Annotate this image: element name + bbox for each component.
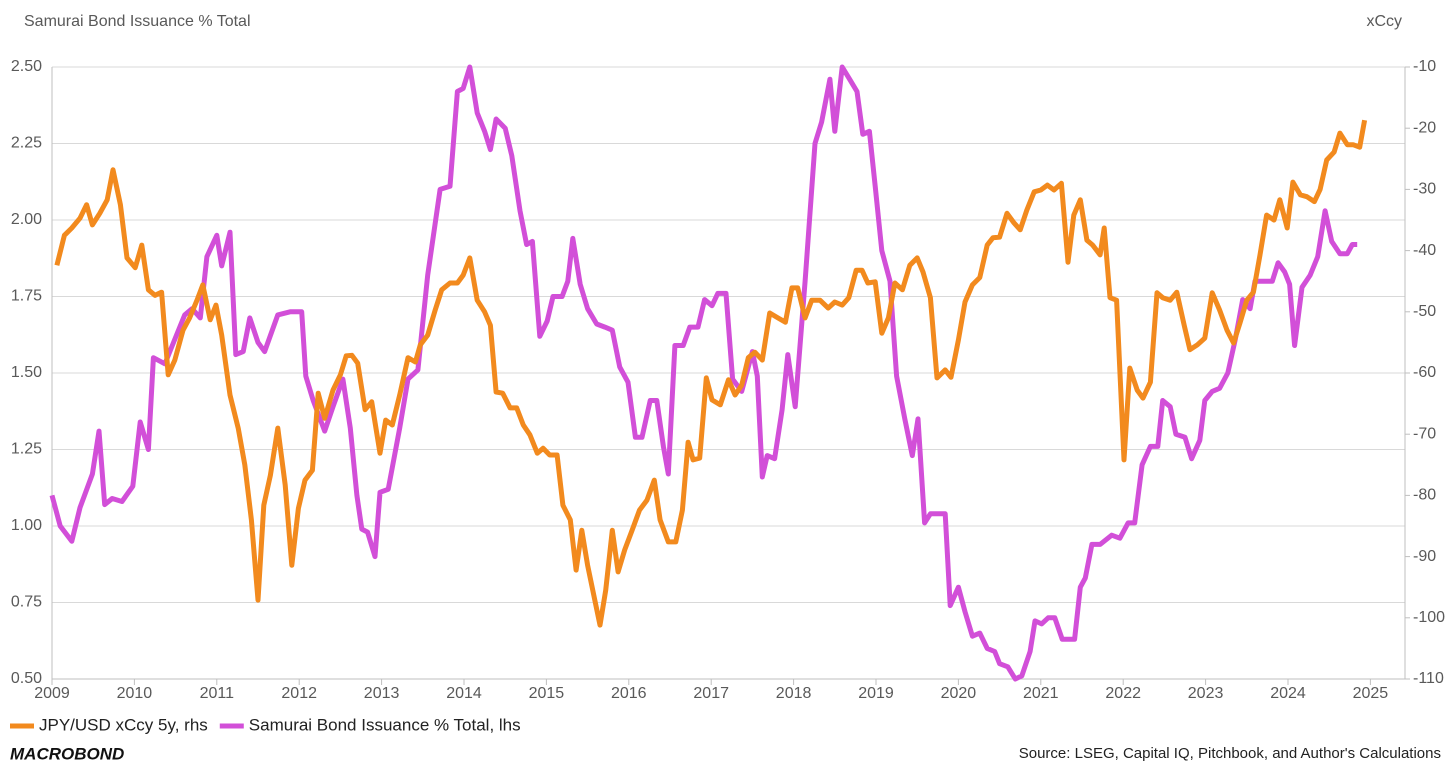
x-tick-label: 2024 <box>1270 685 1306 702</box>
x-tick-label: 2018 <box>776 685 812 702</box>
logo: MACROBOND <box>10 744 124 763</box>
y2-tick-label: -90 <box>1413 548 1436 565</box>
x-tick-label: 2021 <box>1023 685 1059 702</box>
y-tick-label: 1.75 <box>11 288 42 305</box>
y2-tick-label: -50 <box>1413 303 1436 320</box>
chart-title: Samurai Bond Issuance % Total <box>24 13 251 30</box>
source-note: Source: LSEG, Capital IQ, Pitchbook, and… <box>1019 745 1441 762</box>
y-tick-label: 1.50 <box>11 364 42 381</box>
y2-axis-title: xCcy <box>1366 13 1402 30</box>
x-tick-label: 2025 <box>1353 685 1389 702</box>
series-line <box>49 64 1358 682</box>
x-tick-label: 2013 <box>364 685 400 702</box>
y-tick-label: 1.00 <box>11 517 42 534</box>
y2-tick-label: -10 <box>1413 58 1436 75</box>
y2-tick-label: -30 <box>1413 181 1436 198</box>
x-tick-label: 2016 <box>611 685 647 702</box>
y-tick-label: 2.00 <box>11 211 42 228</box>
x-tick-label: 2022 <box>1105 685 1141 702</box>
x-tick-label: 2015 <box>529 685 565 702</box>
x-tick-label: 2017 <box>693 685 729 702</box>
x-tick-label: 2009 <box>34 685 70 702</box>
legend-label: JPY/USD xCcy 5y, rhs <box>39 715 208 734</box>
y-tick-label: 0.75 <box>11 594 42 611</box>
x-tick-label: 2014 <box>446 685 482 702</box>
legend-label: Samurai Bond Issuance % Total, lhs <box>249 715 521 734</box>
y-tick-label: 0.50 <box>11 670 42 687</box>
x-tick-label: 2010 <box>117 685 153 702</box>
x-tick-label: 2011 <box>200 685 235 702</box>
series-line <box>54 119 1368 628</box>
x-tick-label: 2019 <box>858 685 894 702</box>
y2-tick-label: -80 <box>1413 487 1436 504</box>
y2-tick-label: -60 <box>1413 364 1436 381</box>
x-tick-label: 2020 <box>941 685 977 702</box>
y2-tick-label: -70 <box>1413 425 1436 442</box>
y-tick-label: 2.50 <box>11 58 42 75</box>
y2-tick-label: -20 <box>1413 119 1436 136</box>
x-tick-label: 2012 <box>281 685 317 702</box>
y-tick-label: 2.25 <box>11 135 42 152</box>
y2-tick-label: -110 <box>1413 670 1444 687</box>
y-tick-label: 1.25 <box>11 441 42 458</box>
x-tick-label: 2023 <box>1188 685 1224 702</box>
y2-tick-label: -100 <box>1413 609 1445 626</box>
y2-tick-label: -40 <box>1413 242 1436 259</box>
